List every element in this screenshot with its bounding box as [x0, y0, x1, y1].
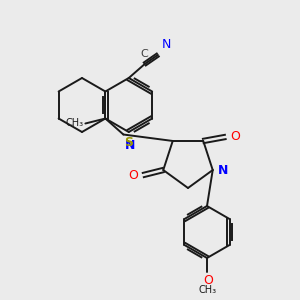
Text: O: O [203, 274, 213, 287]
Text: O: O [128, 169, 138, 182]
Text: N: N [218, 164, 228, 176]
Text: N: N [124, 139, 135, 152]
Text: O: O [230, 130, 240, 143]
Text: S: S [124, 136, 134, 148]
Text: C: C [140, 49, 148, 59]
Text: N: N [162, 38, 171, 51]
Text: CH₃: CH₃ [65, 118, 83, 128]
Text: CH₃: CH₃ [199, 285, 217, 295]
